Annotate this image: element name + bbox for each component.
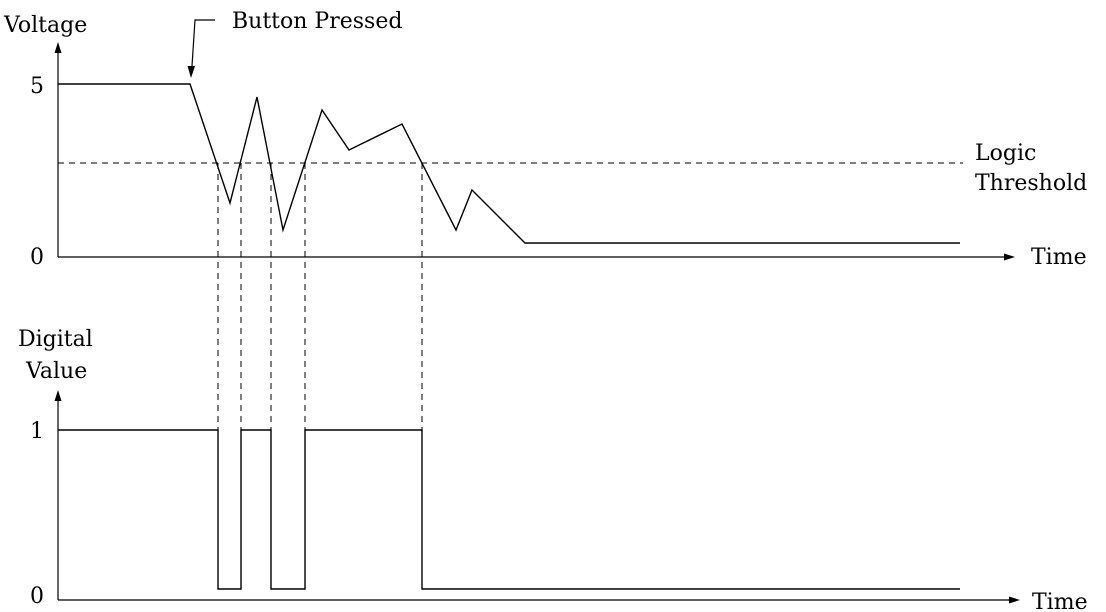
voltage-tick-5: 5 (30, 74, 44, 99)
logic-threshold-label-line2: Threshold (975, 171, 1087, 196)
digital-axis-label-line1: Digital (18, 327, 93, 352)
voltage-axis-label: Voltage (3, 13, 87, 38)
digital-tick-1: 1 (30, 419, 44, 444)
digital-x-arrowhead (1009, 596, 1020, 604)
digital-y-arrowhead (54, 390, 62, 401)
digital-plot: Digital Value 1 0 Time (18, 327, 1088, 612)
voltage-y-arrowhead (54, 42, 62, 53)
button-pressed-arrowhead (187, 66, 195, 78)
logic-threshold-label-line1: Logic (975, 141, 1036, 166)
digital-tick-0: 0 (30, 584, 44, 609)
time-axis-label-bottom: Time (1032, 590, 1088, 612)
voltage-x-arrowhead (1004, 253, 1015, 261)
button-pressed-pointer (191, 19, 215, 67)
voltage-signal-trace (58, 83, 960, 244)
digital-axis-label-line2: Value (25, 359, 87, 384)
time-axis-label-top: Time (1031, 245, 1087, 270)
crossing-guides (217, 163, 423, 430)
digital-signal-trace (58, 429, 960, 590)
voltage-tick-0: 0 (30, 245, 44, 270)
button-pressed-label: Button Pressed (232, 9, 402, 34)
voltage-plot: Voltage 5 0 Time Button Pressed Logic Th… (3, 9, 1087, 270)
